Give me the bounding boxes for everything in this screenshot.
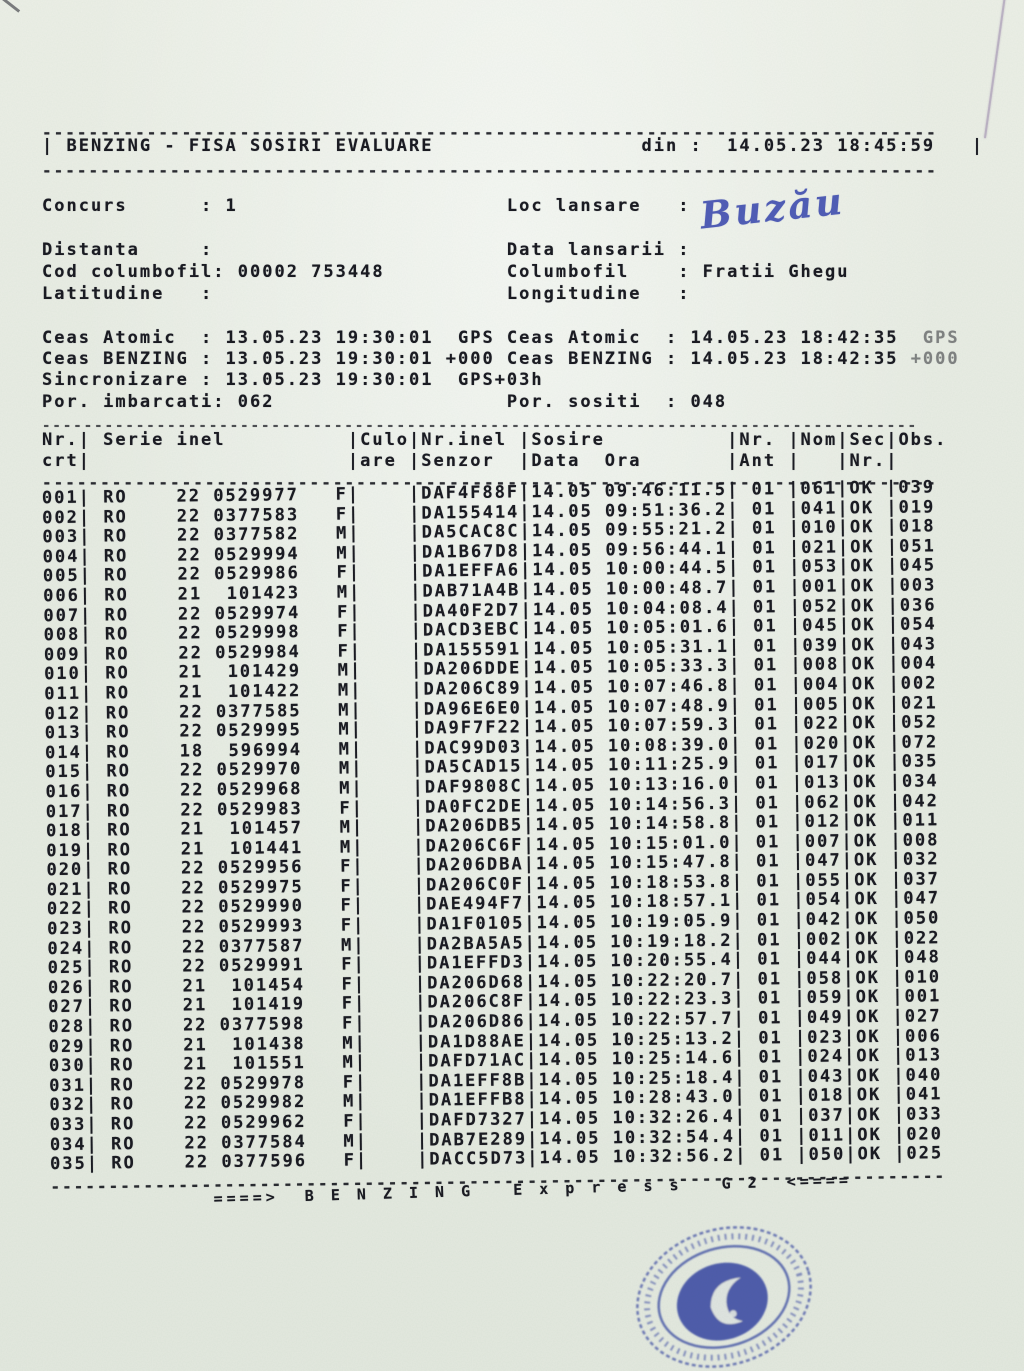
clock-line-porumbei: Por. imbarcati: 062 Por. sositi : 048	[42, 392, 728, 412]
pen-stroke-mark	[983, 0, 1007, 139]
clock-line-atomic: Ceas Atomic : 13.05.23 19:30:01 GPS Ceas…	[42, 328, 960, 348]
results-table: 001| RO 22 0529977 F| |DAF4F88F|14.05 09…	[0, 0, 1018, 1207]
info-line-concurs: Concurs : 1 Loc lansare :	[42, 196, 691, 216]
club-stamp	[636, 1226, 812, 1368]
ruled-line-title-bottom: ----------------------------------------…	[42, 161, 938, 180]
info-line-distanta: Distanta : Data lansarii :	[42, 240, 703, 260]
results-table-rows: 001| RO 22 0529977 F| |DAF4F88F|14.05 09…	[0, 477, 1024, 1175]
handwritten-release-location: Buzău	[698, 178, 847, 238]
clock-line-benzing: Ceas BENZING : 13.05.23 19:30:01 +000 Ce…	[42, 349, 960, 369]
clock-line-sincronizare: Sincronizare : 13.05.23 19:30:01 GPS+03h	[42, 370, 544, 390]
report-title-line: | BENZING - FISA SOSIRI EVALUARE din : 1…	[42, 136, 985, 156]
info-line-cod-columbofil: Cod columbofil: 00002 753448 Columbofil …	[42, 262, 850, 282]
info-line-latitudine: Latitudine : Longitudine :	[42, 284, 703, 304]
table-header-line-2: crt| |are |Senzor |Data Ora |Ant | |Nr.|	[42, 451, 899, 471]
corner-fold-mark	[0, 0, 21, 13]
table-header-line-1: Nr.| Serie inel |Culo|Nr.inel |Sosire |N…	[42, 430, 948, 450]
